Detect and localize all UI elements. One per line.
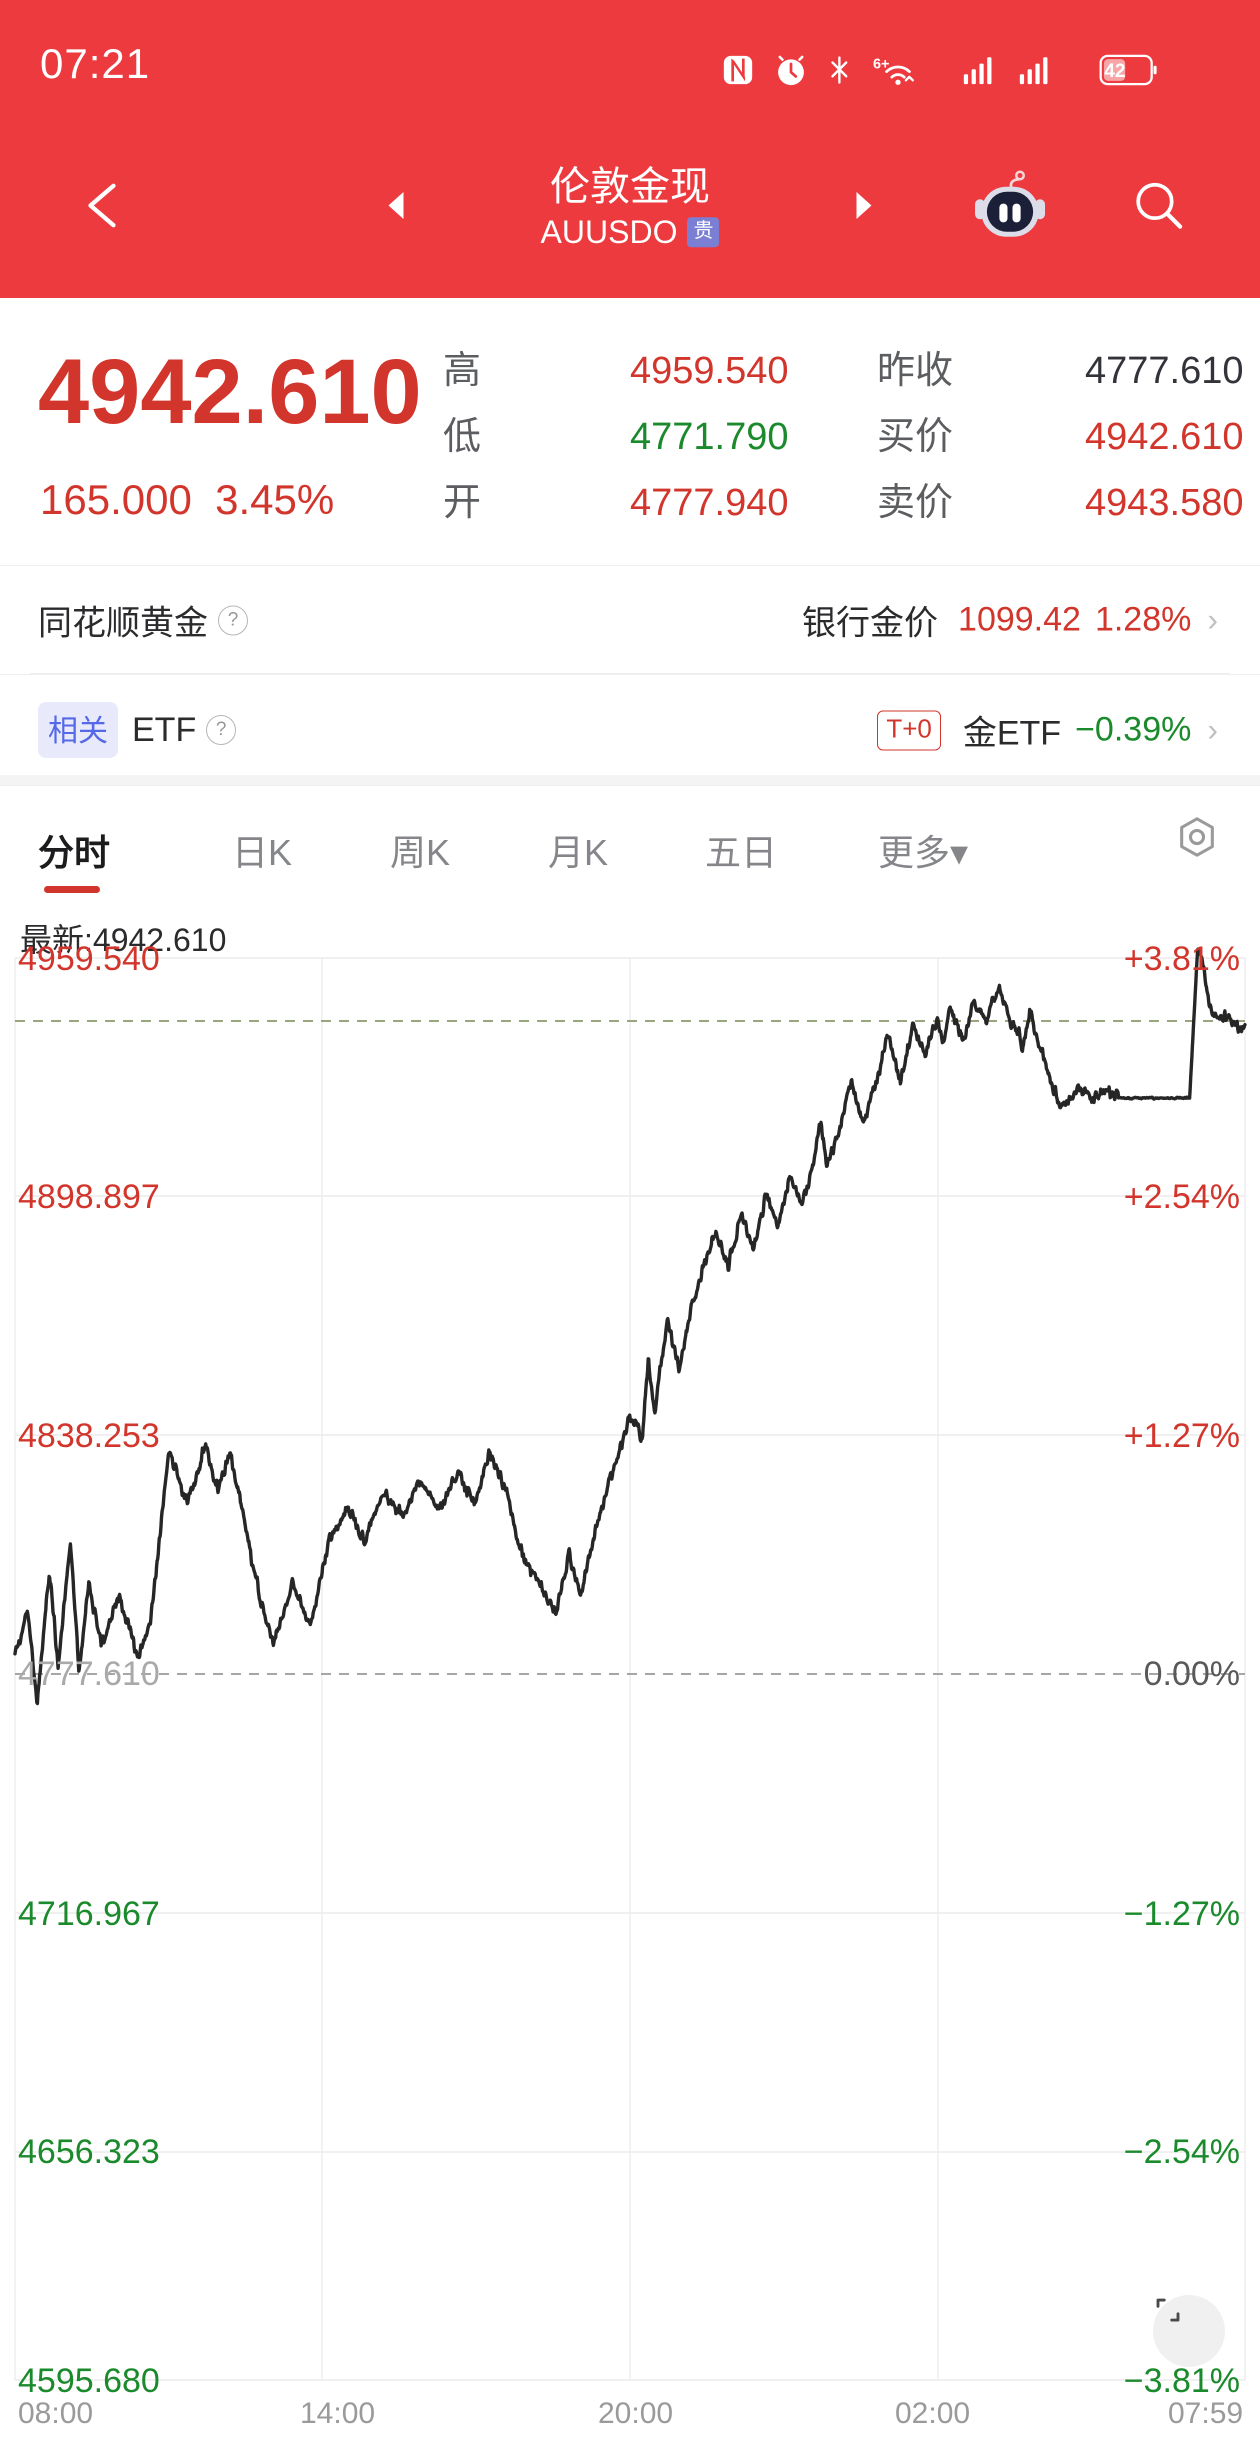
svg-text:42: 42 bbox=[1104, 61, 1125, 82]
